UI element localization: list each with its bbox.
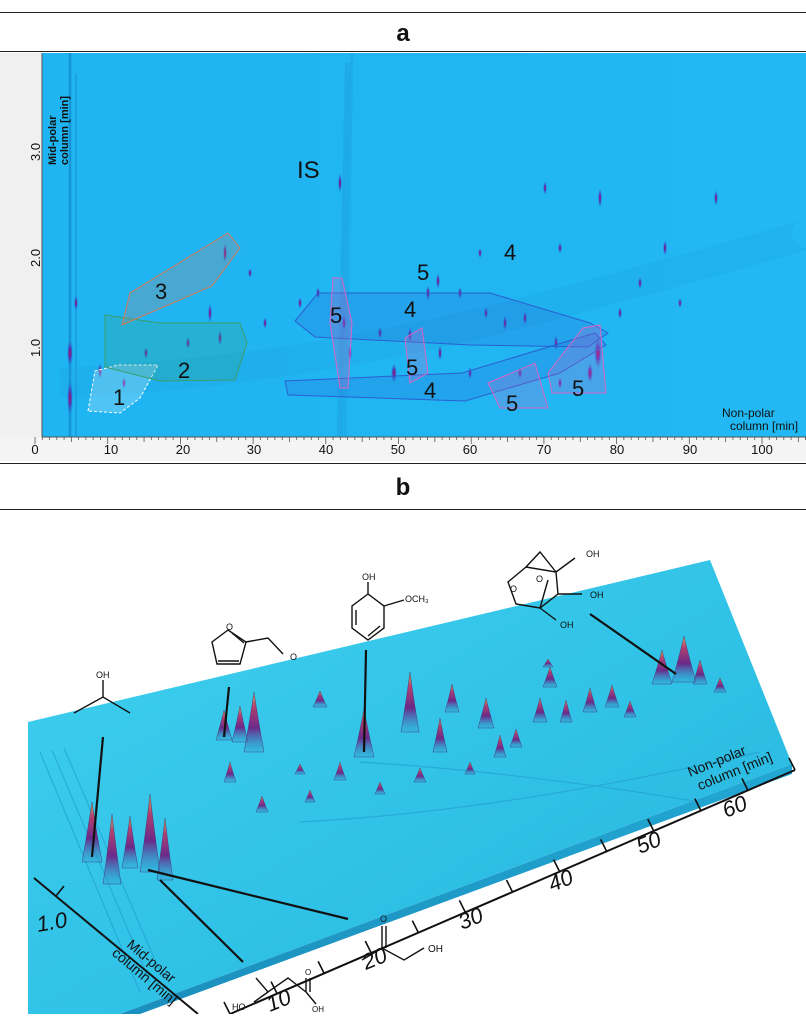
x-axis-label-line1: Non-polar: [722, 406, 775, 420]
x-minor-ticks: [34, 437, 806, 444]
x-tick-label: 40: [319, 442, 333, 457]
guaiacol-och3-label: OCH₃: [405, 594, 429, 604]
lactic-oh-label: OH: [312, 1005, 324, 1014]
streaks: [68, 52, 354, 438]
panel-a-rule: [0, 51, 806, 52]
furfural-o-ring: O: [226, 622, 233, 632]
isopropanol-oh-label: OH: [96, 670, 110, 680]
panel-a-bottom-rule: [0, 463, 806, 464]
structure-levoglucosan: [507, 550, 582, 621]
y-tick-label: 3.0: [28, 143, 43, 161]
x-tick-label: 20: [176, 442, 190, 457]
hydroxyacetone-oh-label: OH: [428, 944, 443, 955]
surface-top: [28, 560, 792, 1014]
compound-regions: [87, 232, 609, 414]
x-tick-label: 40: [545, 864, 578, 897]
levoglucosan-o2: O: [536, 574, 543, 584]
region-label-1: 1: [113, 385, 125, 410]
surface-peaks: [81, 635, 727, 885]
x-tick-label: 0: [31, 442, 38, 457]
internal-standard-label: IS: [297, 157, 320, 184]
x-tick-label: 10: [104, 442, 118, 457]
region-label-5-e: 5: [572, 376, 584, 401]
x-tick-label: 60: [463, 442, 477, 457]
hydroxyacetone-o: O: [380, 914, 387, 924]
region-label-5-c: 5: [406, 355, 418, 380]
panel-b-surface-plot: OH O O OH OCH₃ O O OH OH O: [0, 512, 806, 1017]
y-axis-label-line2: column [min]: [59, 96, 71, 165]
region-5-d: [547, 324, 607, 394]
structure-guaiacol: [351, 582, 405, 641]
region-3: [121, 232, 241, 326]
x-tick-label: 80: [610, 442, 624, 457]
structure-leader-lines: [90, 613, 677, 963]
region-5-a: [329, 277, 353, 389]
y-tick-label: 1.0: [35, 907, 70, 937]
x-axis-3d: [223, 757, 796, 1015]
top-rule: [0, 12, 806, 13]
region-1: [87, 364, 159, 414]
region-label-5-a: 5: [417, 260, 429, 285]
x-tick-label: 50: [391, 442, 405, 457]
x-tick-label: 30: [247, 442, 261, 457]
peak-spots: [67, 173, 718, 416]
y-tick-label: 1.0: [28, 339, 43, 357]
x-tick-label: 30: [455, 902, 488, 935]
levoglucosan-oh-1: OH: [586, 549, 600, 559]
panel-a-chromatogram: 1 2 3 4 4 4 5 5 5 5 5 IS Mid-polar colum…: [0, 52, 806, 461]
levoglucosan-oh-2: OH: [590, 590, 604, 600]
panel-b-rule: [0, 509, 806, 510]
levoglucosan-oh-3: OH: [560, 620, 574, 630]
background-band: [59, 218, 806, 398]
region-4-lower: [284, 332, 607, 402]
region-4-upper: [294, 292, 609, 348]
region-label-5-d: 5: [506, 391, 518, 416]
x-axis-strip: [0, 437, 806, 461]
furfural-o-aldehyde: O: [290, 652, 297, 662]
plot-area: [42, 53, 806, 437]
y-tick-label: 2.0: [28, 249, 43, 267]
structure-isopropanol: [73, 680, 131, 714]
panel-b-label: b: [395, 474, 411, 501]
x-tick-label: 90: [683, 442, 697, 457]
surface-front-edge: [120, 764, 792, 1014]
region-2: [104, 314, 248, 382]
region-label-2: 2: [178, 358, 190, 383]
y-axis-3d: [33, 877, 199, 1015]
region-5-c: [487, 362, 549, 409]
region-label-4-c: 4: [424, 378, 436, 403]
structure-hydroxyacetone: [361, 926, 425, 961]
y-axis-label-line1: Mid-polar: [47, 115, 59, 165]
panel-a-label: a: [396, 20, 410, 47]
levoglucosan-o1: O: [510, 584, 517, 594]
lactic-ho-label: HO: [232, 1002, 246, 1012]
structure-furfural: [211, 629, 284, 665]
region-label-3: 3: [155, 279, 167, 304]
x-axis-label-line2: column [min]: [730, 419, 798, 433]
guaiacol-oh-label: OH: [362, 572, 376, 582]
region-5-b: [404, 327, 429, 384]
lactic-o: O: [305, 968, 311, 977]
region-label-4-b: 4: [404, 297, 416, 322]
region-label-4-a: 4: [504, 240, 516, 265]
x-tick-label: 70: [537, 442, 551, 457]
x-tick-label: 100: [751, 442, 773, 457]
region-label-5-b: 5: [330, 303, 342, 328]
